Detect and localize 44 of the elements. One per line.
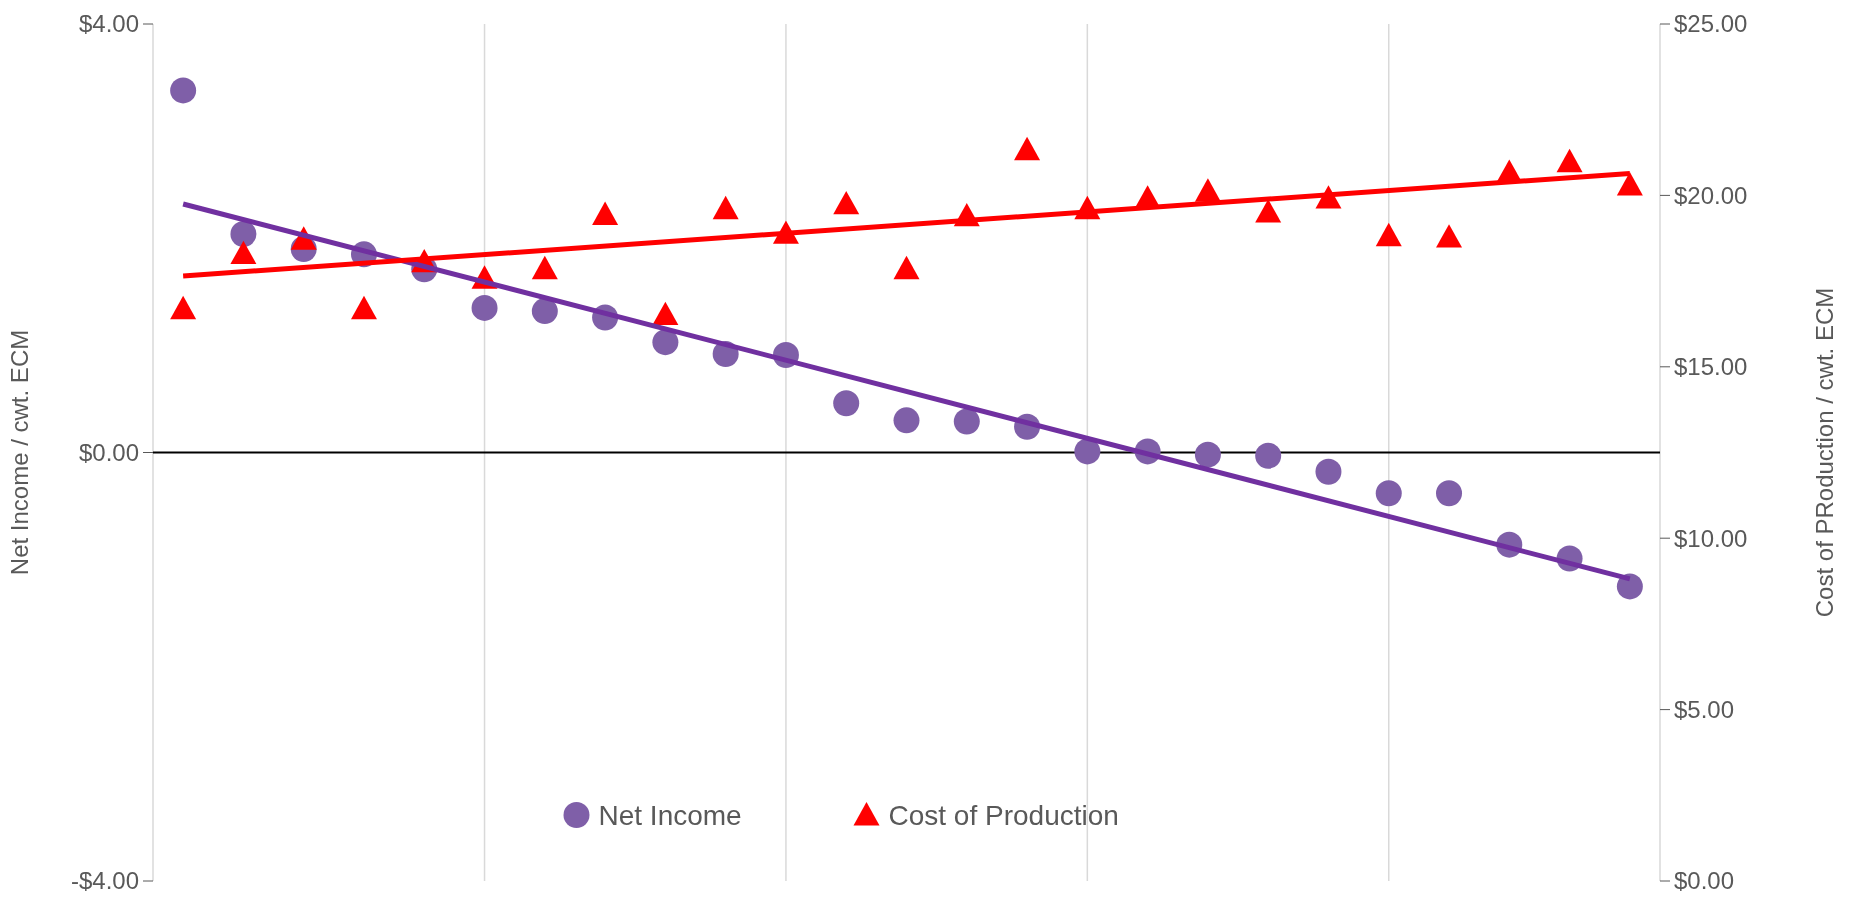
y2-tick-label: $0.00	[1674, 867, 1735, 895]
point	[712, 195, 739, 220]
point	[1556, 148, 1583, 173]
point	[893, 255, 920, 280]
point	[1375, 222, 1402, 247]
legend-label: Net Income	[598, 799, 742, 831]
y2-tick-label: $20.00	[1674, 181, 1748, 209]
point	[953, 408, 980, 435]
y2-tick-label: $10.00	[1674, 524, 1748, 552]
point	[1436, 224, 1463, 248]
point	[1375, 480, 1402, 507]
point	[1616, 573, 1643, 600]
point	[230, 220, 257, 247]
y-tick-label: $0.00	[78, 438, 139, 466]
y2-axis-title: Cost of PRoduction / cwt. ECM	[1811, 287, 1838, 618]
point	[1014, 136, 1041, 161]
point	[230, 240, 257, 265]
y2-tick-label: $15.00	[1674, 353, 1748, 381]
point	[1436, 480, 1463, 507]
point	[1074, 438, 1101, 465]
y2-tick-label: $25.00	[1674, 10, 1748, 38]
point	[170, 77, 197, 104]
legend-label: Cost of Production	[888, 799, 1119, 831]
point	[1616, 172, 1643, 196]
point	[833, 190, 860, 215]
point	[471, 294, 498, 321]
point	[531, 298, 558, 325]
point	[893, 407, 920, 434]
point	[531, 255, 558, 280]
point	[833, 390, 860, 417]
point	[1194, 441, 1221, 468]
point	[350, 295, 377, 320]
point	[1315, 458, 1342, 485]
y-tick-label: -$4.00	[70, 867, 139, 895]
point	[592, 201, 619, 225]
point	[1255, 199, 1282, 223]
point	[1194, 178, 1221, 202]
point	[1255, 442, 1282, 469]
point	[170, 295, 197, 320]
y-tick-label: $4.00	[78, 10, 139, 38]
y-axis-title: Net Income / cwt. ECM	[6, 329, 33, 576]
point	[652, 329, 679, 356]
point	[652, 301, 679, 326]
y2-tick-label: $5.00	[1674, 696, 1735, 723]
